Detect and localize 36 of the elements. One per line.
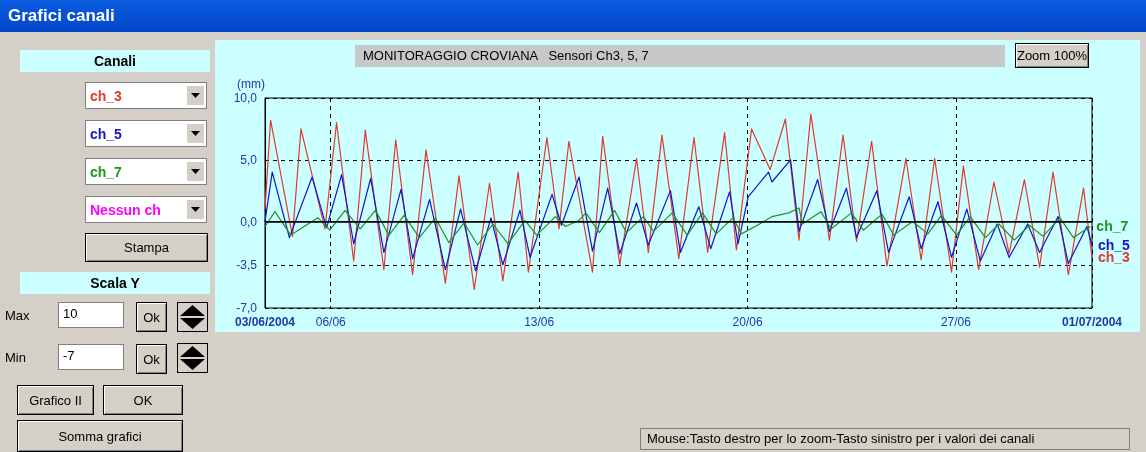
text: Mouse:Tasto destro per lo zoom-Tasto sinistro per i valori dei canali	[640, 428, 1130, 450]
series-label: ch_7	[1096, 218, 1129, 235]
dropdown: Nessun ch	[85, 196, 207, 223]
line-series	[264, 207, 1091, 246]
y-tick-label: 0,0	[240, 214, 258, 229]
text: Min	[5, 350, 26, 365]
button: Grafico II	[17, 385, 94, 415]
button: Ok	[136, 344, 167, 374]
text: Canali	[20, 50, 210, 72]
x-tick-label: 20/06	[732, 315, 763, 329]
button: Somma grafici	[17, 420, 183, 452]
button: Zoom 100%	[1015, 43, 1089, 68]
x-tick-label: 06/06	[315, 315, 347, 329]
chart-title: MONITORAGGIO CROVIANA Sensori Ch3, 5, 7	[355, 45, 1005, 67]
line-series	[264, 159, 1093, 272]
text: Grafici canali	[0, 0, 1146, 32]
y-tick-label: 5,0	[240, 152, 258, 167]
y-axis-title: (mm)	[237, 77, 265, 91]
y-tick-label: -3,5	[236, 257, 258, 272]
x-tick-label: 01/07/2004	[1061, 315, 1123, 329]
x-tick-label: 13/06	[524, 315, 555, 329]
line-series	[264, 113, 1093, 291]
text-field: 10	[58, 302, 124, 328]
text-field: -7	[58, 344, 124, 370]
dropdown: ch_3	[85, 82, 207, 109]
dropdown: ch_5	[85, 120, 207, 147]
text: Max	[5, 308, 30, 323]
x-tick-label: 03/06/2004	[234, 315, 296, 329]
y-tick-label: 10,0	[233, 91, 258, 105]
dropdown: ch_7	[85, 158, 207, 185]
x-tick-label: 27/06	[940, 315, 972, 329]
button: Stampa	[85, 233, 208, 262]
text: Scala Y	[20, 272, 210, 294]
y-tick-label: -7,0	[236, 301, 258, 315]
button: Ok	[136, 302, 167, 332]
button: OK	[103, 385, 183, 415]
